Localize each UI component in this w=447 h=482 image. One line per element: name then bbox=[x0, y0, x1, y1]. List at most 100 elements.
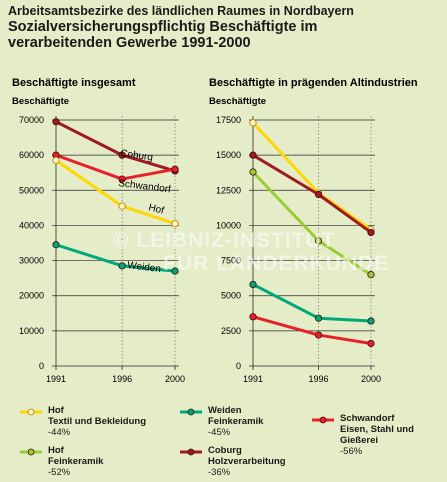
y-tick-label: 15000 bbox=[216, 150, 241, 160]
x-tick-label: 2000 bbox=[165, 374, 185, 384]
data-point bbox=[249, 119, 257, 127]
legend-name: Weiden bbox=[208, 405, 242, 416]
legend-percent: -45% bbox=[208, 427, 231, 438]
series-line bbox=[252, 283, 372, 323]
data-point bbox=[249, 280, 257, 289]
legend-name: Hof bbox=[48, 445, 64, 456]
legend-swatch-marker bbox=[27, 448, 35, 456]
series-line bbox=[252, 153, 372, 234]
legend-swatch-marker bbox=[319, 416, 327, 424]
legend-swatch-hof-feinkeramik bbox=[20, 448, 42, 456]
series-coburg-holzverarbeitung bbox=[249, 151, 375, 237]
y-tick-label: 17500 bbox=[216, 115, 241, 125]
chart-title-line-2: verarbeitenden Gewerbe 1991-2000 bbox=[8, 35, 251, 51]
legend-detail: Eisen, Stahl und Gießerei bbox=[340, 424, 414, 446]
data-point bbox=[52, 156, 60, 165]
y-tick-label: 30000 bbox=[19, 256, 44, 266]
legend-detail: Feinkeramik bbox=[208, 416, 264, 427]
chart-panel-2: Beschäftigte in prägenden Altindustrien B… bbox=[209, 77, 418, 384]
y-tick-label: 7500 bbox=[221, 256, 241, 266]
legend: Hof Textil und Bekleidung -44% Weiden Fe… bbox=[0, 400, 447, 482]
legend-detail: Textil und Bekleidung bbox=[48, 416, 146, 427]
x-tick-label: 2000 bbox=[361, 374, 381, 384]
data-point bbox=[367, 271, 375, 279]
y-tick-label: 60000 bbox=[19, 150, 44, 160]
legend-swatch-marker bbox=[27, 408, 35, 416]
legend-swatch-hof-textil bbox=[20, 408, 42, 416]
data-point bbox=[314, 314, 323, 322]
data-point bbox=[171, 165, 179, 173]
y-tick-label: 5000 bbox=[221, 291, 241, 301]
y-tick-label: 12500 bbox=[216, 185, 241, 195]
legend-percent: -36% bbox=[208, 467, 231, 478]
series-label: Coburg bbox=[120, 148, 154, 163]
data-point bbox=[367, 317, 375, 325]
legend-percent: -44% bbox=[48, 427, 71, 438]
data-point bbox=[171, 267, 179, 275]
legend-swatch-coburg bbox=[180, 448, 202, 456]
data-point bbox=[314, 190, 323, 199]
chart-header: Arbeitsamtsbezirke des ländlichen Raumes… bbox=[8, 4, 440, 51]
chart-title-line-1: Sozialversicherungspflichtig Beschäftigt… bbox=[8, 19, 318, 35]
legend-swatch-schwandorf bbox=[312, 416, 334, 424]
data-point bbox=[118, 262, 126, 270]
series-coburg: Coburg bbox=[52, 118, 179, 175]
y-axis-label: Beschäftigte bbox=[12, 96, 69, 107]
data-point bbox=[367, 339, 375, 348]
series-line bbox=[55, 120, 176, 173]
series-hof: Hof bbox=[52, 156, 179, 228]
series-hof-textil-und-bekleidung bbox=[249, 119, 375, 234]
data-point bbox=[118, 175, 126, 183]
data-point bbox=[314, 331, 323, 339]
data-point bbox=[249, 313, 257, 321]
chart-suptitle: Arbeitsamtsbezirke des ländlichen Raumes… bbox=[8, 4, 354, 18]
legend-detail: Feinkeramik bbox=[48, 456, 104, 467]
legend-swatch-weiden bbox=[180, 408, 202, 416]
series-line bbox=[251, 121, 372, 231]
data-point bbox=[249, 168, 257, 176]
legend-swatch-marker bbox=[187, 448, 195, 456]
panel-title: Beschäftigte in prägenden Altindustrien bbox=[209, 77, 418, 89]
y-tick-label: 70000 bbox=[19, 115, 44, 125]
data-point bbox=[52, 118, 60, 126]
series-label: Hof bbox=[147, 202, 165, 216]
series-weiden: Weiden bbox=[52, 241, 179, 275]
y-axis-label: Beschäftigte bbox=[209, 96, 266, 107]
data-point bbox=[249, 151, 257, 159]
series-schwandorf-eisen-stahl-und-gie-erei bbox=[249, 313, 375, 348]
data-point bbox=[314, 237, 323, 245]
data-point bbox=[118, 202, 126, 210]
legend-name: Schwandorf bbox=[340, 413, 395, 424]
line-charts: Beschäftigte insgesamt Beschäftigte 0 10000… bbox=[12, 77, 418, 384]
y-tick-label: 50000 bbox=[19, 185, 44, 195]
y-tick-label: 40000 bbox=[19, 220, 44, 230]
x-tick-label: 1996 bbox=[112, 374, 132, 384]
data-point bbox=[118, 151, 126, 159]
legend-swatch-marker bbox=[187, 408, 195, 416]
chart-panel-1: Beschäftigte insgesamt Beschäftigte 0 10000… bbox=[12, 77, 185, 384]
legend-name: Coburg bbox=[208, 445, 242, 456]
x-tick-label: 1991 bbox=[243, 374, 263, 384]
data-point bbox=[171, 220, 179, 228]
series-label: Weiden bbox=[127, 260, 162, 275]
y-tick-label: 10000 bbox=[216, 220, 241, 230]
data-point bbox=[367, 228, 375, 237]
y-tick-label: 20000 bbox=[19, 291, 44, 301]
series-label: Schwandorf bbox=[118, 178, 172, 195]
y-tick-label: 10000 bbox=[19, 326, 44, 336]
watermark-line-2: FÜR LÄNDERKUNDE bbox=[163, 252, 389, 275]
x-tick-label: 1991 bbox=[46, 374, 66, 384]
legend-percent: -52% bbox=[48, 467, 71, 478]
x-tick-label: 1996 bbox=[309, 374, 329, 384]
series-weiden-feinkeramik bbox=[249, 280, 375, 325]
y-tick-label: 0 bbox=[39, 361, 44, 371]
watermark: © LEIBNIZ-INSTITUT FÜR LÄNDERKUNDE bbox=[113, 229, 389, 275]
watermark-line-1: © LEIBNIZ-INSTITUT bbox=[113, 229, 335, 252]
panel-title: Beschäftigte insgesamt bbox=[12, 77, 136, 89]
legend-name: Hof bbox=[48, 405, 64, 416]
legend-percent: -56% bbox=[340, 446, 363, 457]
series-schwandorf: Schwandorf bbox=[52, 151, 179, 195]
y-tick-label: 0 bbox=[236, 361, 241, 371]
series-hof-feinkeramik bbox=[249, 168, 375, 279]
legend-detail: Holzverarbeitung bbox=[208, 456, 286, 467]
